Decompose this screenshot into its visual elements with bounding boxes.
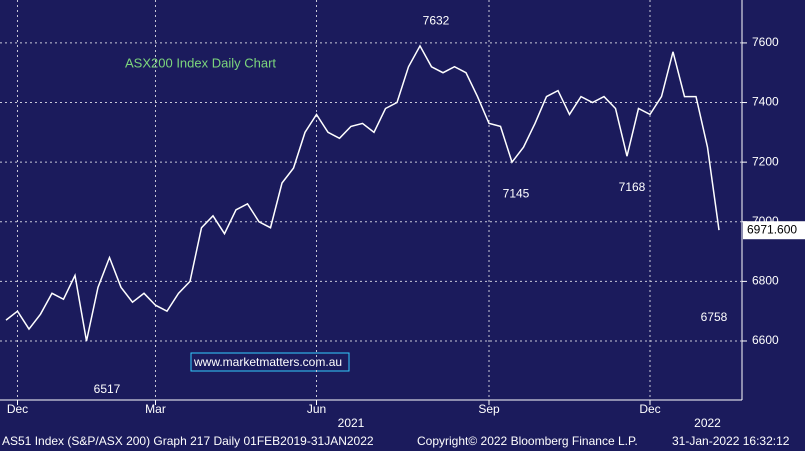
footer: AS51 Index (S&P/ASX 200) Graph 217 Daily… bbox=[2, 434, 374, 448]
annotation: 7168 bbox=[619, 180, 646, 194]
y-tick-label: 6600 bbox=[752, 333, 779, 347]
year-label: 2022 bbox=[694, 416, 721, 430]
x-tick-label: Dec bbox=[639, 402, 660, 416]
y-tick-label: 7200 bbox=[752, 154, 779, 168]
source-box bbox=[190, 352, 350, 372]
annotation: 6758 bbox=[701, 310, 728, 324]
footer: Copyright© 2022 Bloomberg Finance L.P. bbox=[417, 434, 638, 448]
price-line bbox=[5, 44, 720, 342]
x-tick-label: Mar bbox=[145, 402, 166, 416]
year-label: 2021 bbox=[338, 416, 365, 430]
footer: 31-Jan-2022 16:32:12 bbox=[672, 434, 790, 448]
x-tick-label: Sep bbox=[478, 402, 500, 416]
last-value-label: 6971.600 bbox=[747, 222, 797, 236]
x-tick-label: Jun bbox=[307, 402, 326, 416]
chart-title: ASX200 Index Daily Chart bbox=[125, 55, 276, 70]
annotation: 7632 bbox=[423, 14, 450, 28]
y-tick-label: 7600 bbox=[752, 35, 779, 49]
source: www.marketmatters.com.au bbox=[193, 355, 342, 369]
annotation: 7145 bbox=[503, 187, 530, 201]
y-tick-label: 6800 bbox=[752, 274, 779, 288]
last-value-box bbox=[743, 221, 805, 240]
x-tick-label: Dec bbox=[7, 402, 28, 416]
annotation: 6517 bbox=[94, 382, 121, 396]
y-tick-label: 7400 bbox=[752, 95, 779, 109]
